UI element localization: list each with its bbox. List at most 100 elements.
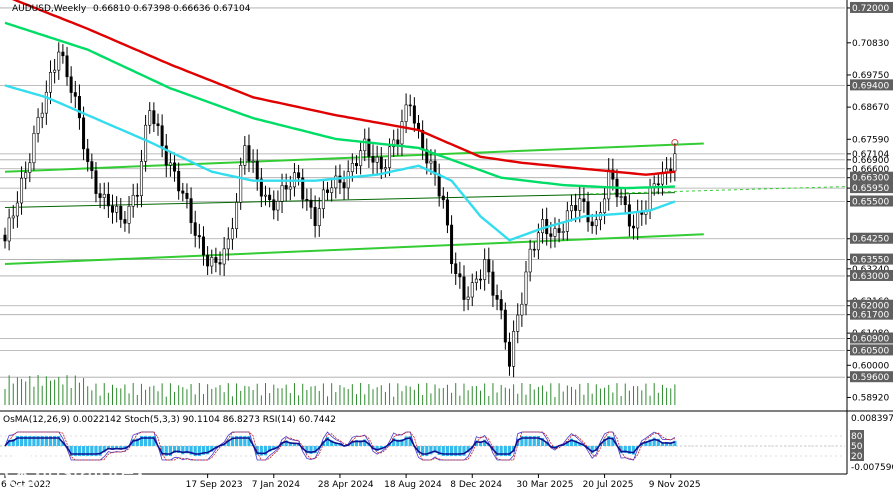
osma-bar [673,440,677,446]
osma-bar [520,436,524,446]
osma-bar [660,442,665,446]
candle-body [491,271,495,296]
osma-bar [499,446,503,456]
candle-body [305,199,309,201]
price-tick-label: 0.59600 [852,373,889,383]
osma-bar [574,440,578,446]
osma-bar [172,446,177,453]
candle-body [603,198,607,213]
osma-bar [354,439,359,446]
candle-body [106,193,110,207]
osma-bar [445,446,450,456]
candle-body [346,171,350,189]
osma-bar [590,446,594,454]
candle-body [127,205,131,224]
candle-body [222,248,226,265]
candle-body [201,236,205,256]
candle-body [632,225,636,229]
osma-bar [268,446,272,452]
price-tick-label: 0.70830 [852,39,889,49]
candle-body [582,198,586,202]
osma-bar [106,446,110,450]
osma-bar [416,446,421,453]
osma-bar [263,446,268,456]
candle-body [255,160,259,180]
osma-bar [437,446,441,455]
osma-bar [375,446,379,451]
price-tick-label: 0.66600 [852,165,889,175]
price-tick-label: 0.63000 [852,272,889,282]
candle-body [396,139,400,145]
osma-bar [292,442,297,446]
osma-bar [243,436,247,446]
candle-body [152,110,156,125]
candle-body [7,217,11,242]
osma-bar [102,446,106,453]
osma-bar [201,446,206,455]
candle-body [177,170,181,192]
candle-body [98,193,102,198]
candle-body [379,156,383,170]
osma-bar [69,446,73,456]
osma-bar [305,446,309,454]
osma-bar [462,446,466,456]
candle-body [226,238,230,250]
price-label-box [850,182,893,194]
osma-bar [98,446,102,456]
price-label-box [850,253,893,265]
candle-body [499,299,503,311]
time-tick-label: 20 Jul 2025 [583,480,634,490]
candle-body [569,205,573,212]
candle-body [77,96,81,119]
osma-bar [57,436,61,446]
candle-body [594,219,598,227]
osma-bar [466,446,470,453]
osma-bar [61,441,65,446]
osma-bar [135,438,139,446]
stoch-level-label: 20 [851,452,863,462]
volume-bars [4,375,676,405]
stoch-level-box [850,430,864,441]
candles [3,42,679,378]
osma-bar [478,441,483,446]
candle-body [32,133,36,164]
price-tick-label: 0.68670 [852,103,889,113]
candle-body [441,195,445,201]
price-tick-label: 0.63550 [852,256,889,266]
candle-body [392,139,396,148]
price-tick-label: 0.60900 [852,334,889,344]
candle-body [259,178,263,197]
candle-body [36,117,40,134]
candle-body [3,234,7,242]
price-tick-label: 0.69400 [852,81,889,91]
osma-bar [131,439,135,446]
osma-bar [350,440,354,446]
osma-bar [359,440,363,446]
osma-bar [528,436,532,446]
osma-bar [532,436,536,446]
moving-averages [4,0,676,242]
candle-body [15,202,19,217]
osma-bar [53,436,57,446]
candle-body [102,193,106,198]
candle-body [148,110,152,126]
price-tick-label: 0.65950 [852,184,889,194]
candle-body [429,160,433,164]
candle-body [470,282,474,298]
candle-body [284,185,288,190]
osma-bar [441,446,445,456]
price-label-box [850,171,893,183]
time-tick-label: 7 Jan 2024 [252,480,300,490]
osma-bar [139,436,144,446]
candle-body [450,224,454,265]
candle-body [164,145,168,166]
osma-bar [28,436,32,446]
candle-body [189,198,193,223]
candle-body [251,160,255,163]
candle-body [354,163,358,167]
candle-body [648,186,652,211]
stoch-level-box [850,440,864,451]
osma-bar [623,446,627,453]
candle-body [516,314,520,332]
